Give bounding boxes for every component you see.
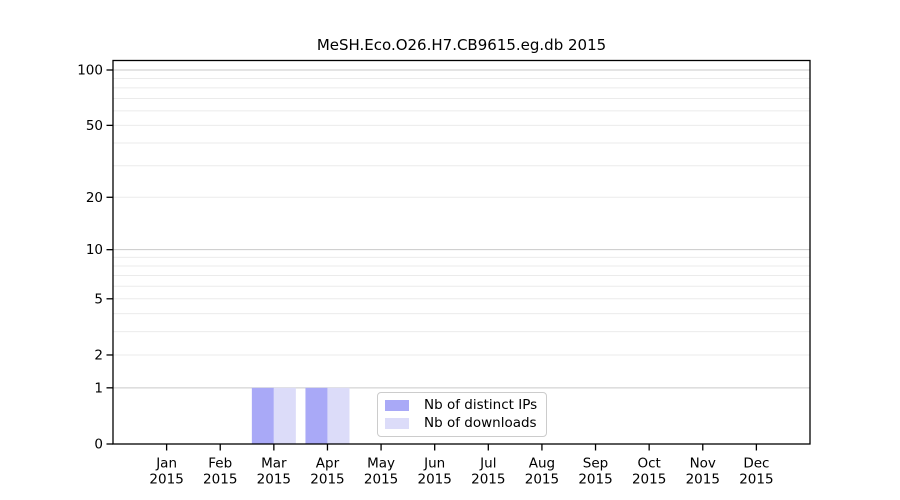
legend-label-distinct-ips: Nb of distinct IPs (424, 396, 538, 413)
x-tick-label-month: Nov (690, 456, 716, 472)
x-tick-label-year: 2015 (203, 472, 237, 488)
x-tick-label-month: Feb (208, 456, 232, 472)
y-tick-label: 5 (94, 291, 103, 307)
plot-frame (112, 59, 811, 445)
legend-swatch-distinct-ips (385, 400, 409, 411)
bar-distinct-ips-Mar (251, 387, 274, 444)
x-tick-label-year: 2015 (686, 472, 720, 488)
x-tick-label-year: 2015 (578, 472, 612, 488)
bar-downloads-Apr (327, 387, 350, 444)
y-tick-label: 1 (94, 380, 103, 396)
x-tick-label-month: Oct (637, 456, 660, 472)
x-tick-label-month: Apr (316, 456, 340, 472)
bar-downloads-Mar (273, 387, 296, 444)
x-tick-label-year: 2015 (525, 472, 559, 488)
x-tick-label-month: Dec (743, 456, 769, 472)
x-tick-label-year: 2015 (257, 472, 291, 488)
y-tick-label: 20 (86, 190, 103, 206)
y-tick-label: 100 (77, 63, 103, 79)
x-tick-label-month: May (367, 456, 395, 472)
legend-label-downloads: Nb of downloads (424, 414, 537, 431)
x-tick-label-month: Mar (261, 456, 287, 472)
x-tick-label-month: Sep (583, 456, 608, 472)
chart-title: MeSH.Eco.O26.H7.CB9615.eg.db 2015 (316, 36, 607, 54)
x-tick-label-year: 2015 (149, 472, 183, 488)
x-tick-label-year: 2015 (739, 472, 773, 488)
legend-row-distinct-ips: Nb of distinct IPs (385, 396, 546, 413)
x-tick-label-year: 2015 (310, 472, 344, 488)
x-tick-label-year: 2015 (418, 472, 452, 488)
x-tick-label-month: Jun (423, 456, 445, 472)
legend-row-downloads: Nb of downloads (385, 414, 546, 431)
legend: Nb of distinct IPs Nb of downloads (377, 392, 547, 437)
x-tick-label-year: 2015 (471, 472, 505, 488)
bar-distinct-ips-Apr (305, 387, 328, 444)
legend-swatch-downloads (385, 418, 409, 429)
y-tick-label: 10 (86, 242, 103, 258)
x-tick-label-month: Jul (479, 456, 496, 472)
y-tick-label: 50 (86, 118, 103, 134)
x-tick-label-year: 2015 (364, 472, 398, 488)
y-tick-label: 0 (94, 437, 103, 453)
x-tick-label-month: Aug (529, 456, 555, 472)
x-tick-label-month: Jan (155, 456, 177, 472)
y-tick-label: 2 (94, 347, 103, 363)
x-tick-label-year: 2015 (632, 472, 666, 488)
